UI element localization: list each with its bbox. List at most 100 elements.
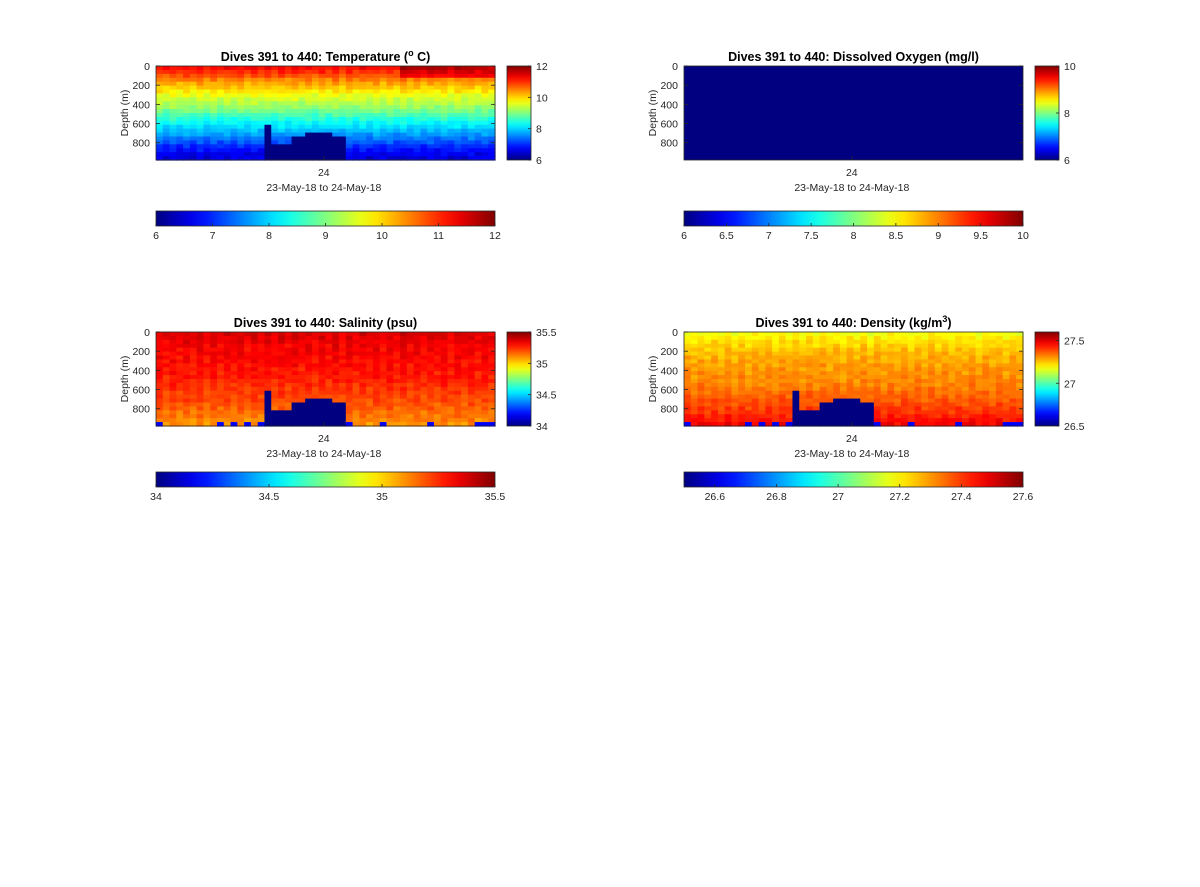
heatmap-cell: [237, 101, 245, 106]
heatmap-cell: [230, 394, 238, 400]
heatmap-cell: [433, 386, 442, 392]
heatmap-cell: [853, 402, 861, 408]
heatmap-cell: [189, 382, 198, 388]
heatmap-cell: [359, 156, 367, 161]
heatmap-cell: [461, 148, 469, 153]
heatmap-cell: [860, 343, 868, 349]
heatmap-cell: [311, 414, 320, 419]
heatmap-cell: [467, 128, 476, 134]
heatmap-cell: [765, 382, 773, 388]
heatmap-cell: [839, 347, 848, 353]
heatmap-cell: [237, 97, 245, 102]
heatmap-cell: [839, 359, 848, 364]
heatmap-cell: [724, 371, 733, 376]
heatmap-cell: [162, 410, 171, 415]
heatmap-cell: [806, 347, 814, 353]
heatmap-cell: [968, 402, 977, 408]
heatmap-cell: [298, 77, 306, 83]
heatmap-cell: [833, 418, 841, 423]
heatmap-cell: [406, 351, 415, 357]
heatmap-cell: [278, 109, 286, 114]
heatmap-cell: [447, 355, 455, 361]
heatmap-cell: [278, 386, 286, 392]
heatmap-cell: [183, 375, 191, 380]
heatmap-cell: [271, 343, 279, 349]
y-tick-label: 400: [660, 99, 678, 111]
heatmap-cell: [318, 81, 327, 87]
heatmap-cell: [325, 136, 333, 142]
heatmap-cell: [488, 343, 496, 349]
heatmap-cell: [819, 390, 827, 396]
heatmap-cell: [379, 156, 388, 161]
heatmap-cell: [379, 406, 388, 411]
heatmap-cell: [427, 410, 435, 415]
heatmap-cell: [264, 124, 272, 130]
heatmap-cell: [217, 113, 225, 118]
heatmap-cell: [413, 339, 422, 345]
heatmap-cell: [420, 69, 428, 75]
heatmap-cell: [934, 386, 943, 392]
heatmap-cell: [271, 418, 279, 423]
heatmap-cell: [481, 359, 489, 364]
heatmap-cell: [921, 402, 929, 408]
heatmap-cell: [278, 81, 286, 87]
heatmap-cell: [474, 355, 483, 361]
heatmap-cell: [1002, 390, 1011, 396]
heatmap-cell: [907, 410, 916, 415]
heatmap-cell: [772, 390, 780, 396]
heatmap-cell: [941, 379, 950, 384]
heatmap-cell: [298, 105, 306, 110]
heatmap-cell: [447, 422, 455, 427]
heatmap-cell: [406, 120, 415, 126]
heatmap-cell: [332, 343, 340, 349]
heatmap-cell: [724, 394, 733, 400]
heatmap-cell: [738, 375, 746, 380]
heatmap-cell: [948, 379, 956, 384]
heatmap-cell: [298, 144, 306, 149]
heatmap-cell: [230, 422, 238, 427]
heatmap-cell: [257, 81, 266, 87]
heatmap-cell: [467, 351, 476, 357]
heatmap-cell: [488, 418, 496, 423]
heatmap-cell: [305, 128, 313, 134]
heatmap-cell: [867, 414, 875, 419]
heatmap-cell: [386, 367, 394, 372]
heatmap-cell: [325, 124, 333, 130]
heatmap-cell: [379, 335, 388, 341]
heatmap-cell: [690, 422, 699, 427]
heatmap-cell: [291, 66, 299, 71]
heatmap-cell: [393, 410, 401, 415]
heatmap-cell: [257, 390, 266, 396]
heatmap-cell: [311, 93, 320, 98]
heatmap-cell: [758, 379, 766, 384]
heatmap-cell: [264, 375, 272, 380]
heatmap-cell: [406, 128, 415, 134]
heatmap-cell: [447, 156, 455, 161]
heatmap-cell: [237, 379, 245, 384]
heatmap-cell: [738, 406, 746, 411]
y-tick-label: 600: [660, 385, 678, 397]
heatmap-cell: [284, 101, 293, 106]
heatmap-cell: [271, 382, 279, 388]
heatmap-cell: [454, 148, 462, 153]
heatmap-cell: [325, 152, 333, 157]
heatmap-cell: [189, 69, 198, 75]
heatmap-cell: [948, 335, 956, 341]
heatmap-cell: [156, 371, 164, 376]
heatmap-cell: [819, 355, 827, 361]
heatmap-cell: [751, 343, 760, 349]
y-tick-label: 600: [132, 385, 150, 397]
heatmap-cell: [196, 335, 205, 341]
heatmap-cell: [278, 140, 286, 145]
heatmap-cell: [474, 152, 483, 157]
heatmap-cell: [189, 156, 198, 161]
heatmap-cell: [169, 347, 177, 353]
heatmap-cell: [948, 343, 956, 349]
heatmap-cell: [488, 148, 496, 153]
heatmap-cell: [880, 410, 888, 415]
heatmap-cell: [311, 101, 320, 106]
heatmap-cell: [406, 81, 415, 87]
horizontal-colorbar-tick-label: 12: [489, 230, 501, 242]
heatmap-cell: [481, 402, 489, 408]
heatmap-cell: [217, 335, 225, 341]
